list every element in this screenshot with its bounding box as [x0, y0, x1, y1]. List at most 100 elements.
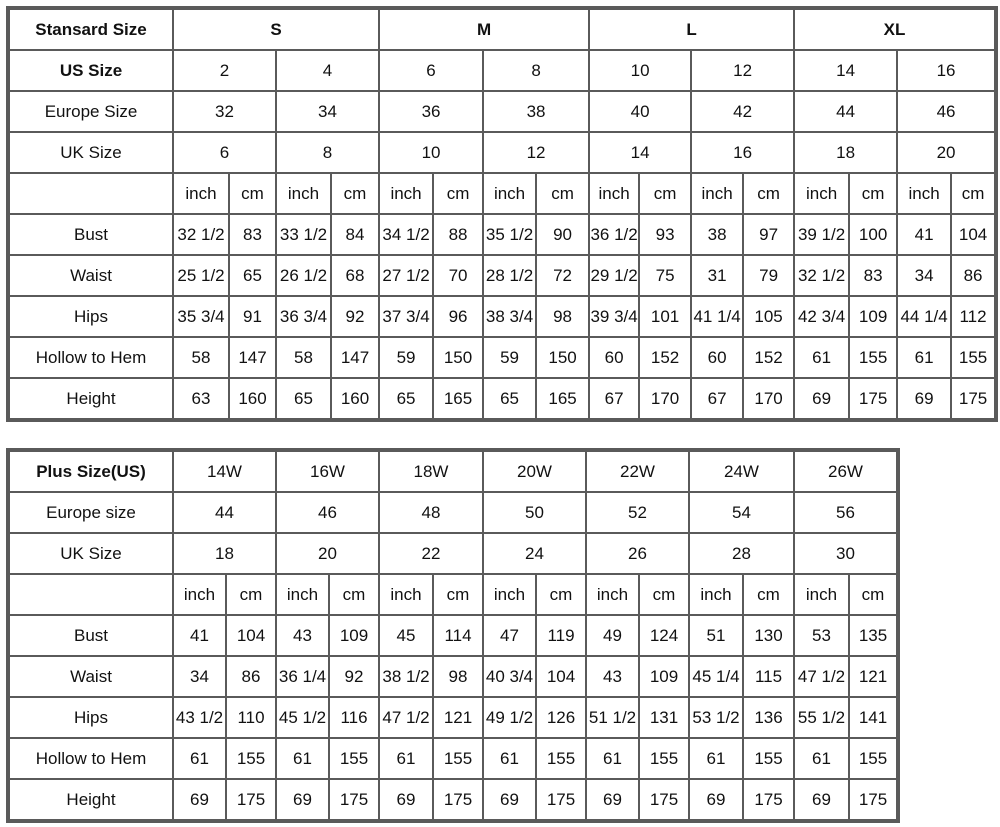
measurement-cell: 63 [172, 377, 230, 420]
measurement-cell: 155 [535, 737, 587, 780]
measurement-cell: 39 3/4 [588, 295, 641, 338]
measurement-cell: 37 3/4 [378, 295, 435, 338]
measurement-cell: 160 [228, 377, 277, 420]
size-cell: 10 [378, 131, 485, 174]
measurement-cell: 170 [742, 377, 796, 420]
measurement-cell: 109 [638, 655, 690, 698]
unit-cell: inch [275, 573, 330, 616]
measurement-cell: 93 [638, 213, 693, 256]
measurement-cell: 121 [848, 655, 898, 698]
measurement-cell: 92 [329, 295, 381, 338]
size-cell: 16 [690, 131, 796, 174]
size-cell: 12 [482, 131, 591, 174]
measurement-cell: 58 [172, 336, 230, 379]
measurement-cell: 26 1/2 [275, 254, 332, 297]
unit-cell: cm [328, 573, 380, 616]
measurement-cell: 79 [742, 254, 796, 297]
unit-cell: cm [848, 573, 898, 616]
size-row: Europe Size 32 34 36 38 40 42 44 46 [8, 90, 996, 133]
size-cell: 14W [172, 450, 277, 493]
measurement-cell: 160 [329, 377, 381, 420]
size-cell: 22W [585, 450, 690, 493]
size-cell: 18W [378, 450, 484, 493]
measurement-row: Waist 34 86 36 1/4 92 38 1/2 98 40 3/4 104 43 109 4… [8, 655, 898, 698]
size-cell: 14 [588, 131, 693, 174]
unit-cell: cm [432, 573, 484, 616]
size-cell: 2 [172, 49, 277, 92]
measurement-cell: 96 [432, 295, 485, 338]
size-cell: 14 [793, 49, 899, 92]
measurement-cell: 47 1/2 [793, 655, 850, 698]
measurement-cell: 155 [848, 336, 899, 379]
measurement-cell: 150 [535, 336, 591, 379]
measurement-cell: 41 [896, 213, 953, 256]
measurement-cell: 61 [378, 737, 434, 780]
unit-cell: cm [638, 573, 690, 616]
measurement-cell: 42 3/4 [793, 295, 851, 338]
measurement-cell: 45 1/4 [688, 655, 744, 698]
measurement-row: Height 69 175 69 175 69 175 69 175 69 175 69 175 69 17… [8, 778, 898, 821]
size-cell: 46 [275, 491, 380, 534]
measurement-cell: 65 [228, 254, 277, 297]
size-cell: 10 [588, 49, 693, 92]
row-label: Europe Size [8, 90, 174, 133]
measurement-cell: 119 [535, 614, 587, 657]
measurement-cell: 35 1/2 [482, 213, 538, 256]
size-cell: 28 [688, 532, 795, 575]
measurement-cell: 43 [275, 614, 330, 657]
measurement-cell: 165 [432, 377, 485, 420]
measurement-row: Hips 43 1/2 110 45 1/2 116 47 1/2 121 49 1/2 126… [8, 696, 898, 739]
measurement-cell: 155 [638, 737, 690, 780]
measurement-cell: 45 1/2 [275, 696, 330, 739]
unit-cell: inch [585, 573, 640, 616]
size-cell: 40 [588, 90, 693, 133]
measurement-cell: 98 [432, 655, 484, 698]
measurement-cell: 152 [638, 336, 693, 379]
unit-cell: inch [378, 172, 435, 215]
measurement-cell: 104 [535, 655, 587, 698]
unit-cell: inch [482, 573, 537, 616]
unit-cell: inch [896, 172, 953, 215]
unit-cell: inch [378, 573, 434, 616]
unit-cell: inch [793, 172, 851, 215]
measurement-cell: 29 1/2 [588, 254, 641, 297]
measurement-cell: 170 [638, 377, 693, 420]
measurement-cell: 38 1/2 [378, 655, 434, 698]
measurement-cell: 155 [950, 336, 996, 379]
measurement-cell: 131 [638, 696, 690, 739]
unit-cell: cm [950, 172, 996, 215]
measurement-cell: 155 [742, 737, 795, 780]
row-label: UK Size [8, 532, 174, 575]
measurement-cell: 40 3/4 [482, 655, 537, 698]
size-cell: 6 [378, 49, 485, 92]
measurement-cell: 65 [275, 377, 332, 420]
measurement-cell: 60 [588, 336, 641, 379]
unit-cell: inch [172, 573, 227, 616]
measurement-cell: 61 [793, 737, 850, 780]
measurement-cell: 175 [950, 377, 996, 420]
measurement-cell: 69 [688, 778, 744, 821]
measurement-label: Bust [8, 614, 174, 657]
measurement-cell: 47 1/2 [378, 696, 434, 739]
measurement-cell: 124 [638, 614, 690, 657]
size-group-header: L [588, 8, 796, 51]
measurement-cell: 61 [275, 737, 330, 780]
measurement-cell: 130 [742, 614, 795, 657]
measurement-cell: 65 [378, 377, 435, 420]
measurement-cell: 38 3/4 [482, 295, 538, 338]
measurement-cell: 69 [378, 778, 434, 821]
measurement-cell: 112 [950, 295, 996, 338]
size-cell: 56 [793, 491, 898, 534]
measurement-cell: 104 [225, 614, 277, 657]
measurement-cell: 114 [432, 614, 484, 657]
size-cell: 44 [172, 491, 277, 534]
size-cell: 24 [482, 532, 587, 575]
measurement-cell: 34 [896, 254, 953, 297]
measurement-cell: 104 [950, 213, 996, 256]
size-cell: 54 [688, 491, 795, 534]
measurement-cell: 61 [896, 336, 953, 379]
measurement-cell: 83 [228, 213, 277, 256]
size-cell: 36 [378, 90, 485, 133]
row-label: Plus Size(US) [8, 450, 174, 493]
unit-cell: cm [638, 172, 693, 215]
